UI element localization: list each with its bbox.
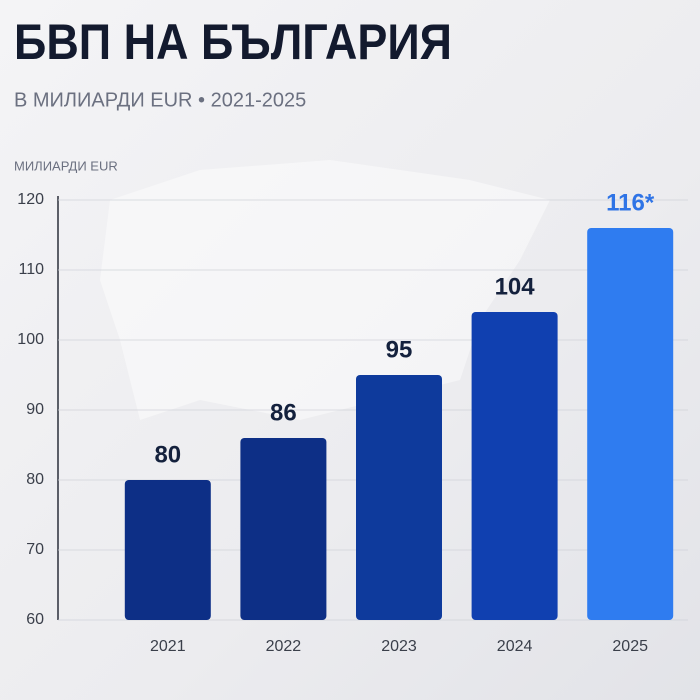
- y-tick-label: 90: [26, 401, 44, 418]
- chart-subtitle: В МИЛИАРДИ EUR • 2021-2025: [14, 89, 306, 111]
- bar: [587, 228, 674, 620]
- x-tick-label: 2022: [266, 638, 302, 655]
- value-label: 80: [154, 441, 181, 468]
- value-label: 86: [270, 399, 297, 426]
- x-tick-label: 2023: [381, 638, 417, 655]
- chart-title: БВП НА БЪЛГАРИЯ: [14, 14, 452, 70]
- y-axis-label: МИЛИАРДИ EUR: [14, 158, 118, 173]
- x-tick-label: 2024: [497, 638, 533, 655]
- value-label: 95: [386, 336, 413, 363]
- bar: [240, 438, 327, 620]
- y-tick-label: 60: [26, 611, 44, 628]
- map-silhouette: [100, 160, 550, 420]
- y-tick-label: 80: [26, 471, 44, 488]
- x-tick-label: 2021: [150, 638, 186, 655]
- bar: [356, 375, 442, 620]
- bar: [471, 312, 558, 620]
- y-tick-label: 110: [18, 261, 44, 278]
- y-tick-label: 100: [17, 331, 44, 348]
- bar: [124, 480, 211, 620]
- y-tick-label: 70: [26, 541, 44, 558]
- value-label: 116*: [606, 189, 655, 216]
- value-label: 104: [495, 273, 536, 300]
- y-tick-label: 120: [17, 191, 44, 208]
- x-tick-label: 2025: [612, 638, 648, 655]
